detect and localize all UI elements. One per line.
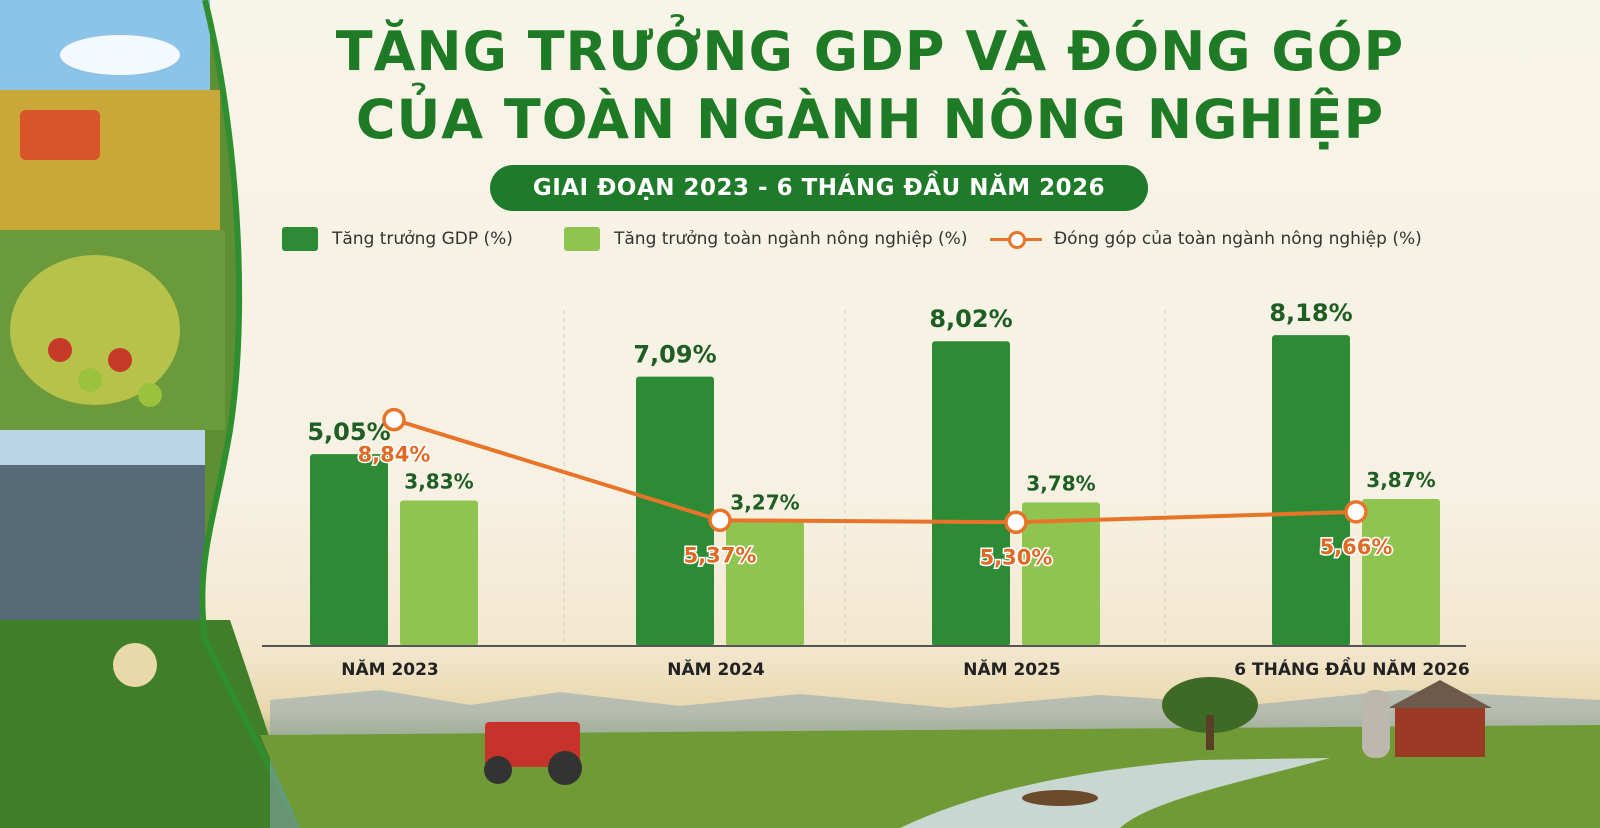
agri-bar xyxy=(1362,498,1440,646)
agri-bar-label: 3,78% xyxy=(1026,471,1095,495)
harvester-photo xyxy=(20,110,100,160)
agri-bar xyxy=(726,521,804,646)
legend-gdp-swatch xyxy=(282,227,318,251)
legend-gdp: Tăng trưởng GDP (%) xyxy=(282,225,513,253)
river xyxy=(900,758,1330,828)
contribution-point xyxy=(1344,500,1368,524)
agri-bar-label: 3,27% xyxy=(730,491,799,515)
gdp-bar-label: 8,18% xyxy=(1269,299,1352,327)
legend-contribution-label: Đóng góp của toàn ngành nông nghiệp (%) xyxy=(1054,229,1422,249)
gdp-bar xyxy=(1272,335,1350,646)
category-label: NĂM 2024 xyxy=(667,658,765,680)
contribution-point xyxy=(382,407,406,432)
farm-field xyxy=(260,725,1600,828)
boat xyxy=(1022,790,1098,806)
contribution-point xyxy=(1004,510,1028,535)
photo-border-curve xyxy=(199,0,303,828)
gdp-bar-label: 5,05% xyxy=(307,418,390,446)
contribution-line xyxy=(393,417,1357,525)
agri-bar-label: 3,83% xyxy=(404,469,473,493)
legend-contribution-marker xyxy=(990,227,1042,251)
contribution-point xyxy=(708,508,732,533)
silo xyxy=(1362,690,1390,758)
contribution-label: 8,84% xyxy=(358,443,431,467)
contribution-label: 5,66% xyxy=(1320,535,1393,559)
gdp-bar xyxy=(636,376,714,646)
legend-gdp-label: Tăng trưởng GDP (%) xyxy=(332,229,513,249)
legend-agri-swatch xyxy=(564,227,600,251)
tea-field-photo xyxy=(0,620,300,828)
gdp-bar xyxy=(932,341,1010,646)
legend-agri: Tăng trưởng toàn ngành nông nghiệp (%) xyxy=(564,225,967,253)
contribution-label: 5,30% xyxy=(980,545,1053,569)
title-line-2: CỦA TOÀN NGÀNH NÔNG NGHIỆP xyxy=(355,88,1385,151)
category-label: NĂM 2025 xyxy=(963,658,1061,680)
title-line-1: TĂNG TRƯỞNG GDP VÀ ĐÓNG GÓP xyxy=(335,20,1405,83)
gdp-bar-label: 7,09% xyxy=(633,341,716,369)
legend-contribution: Đóng góp của toàn ngành nông nghiệp (%) xyxy=(990,225,1422,253)
subtitle: GIAI ĐOẠN 2023 - 6 THÁNG ĐẦU NĂM 2026 xyxy=(490,165,1148,211)
barn xyxy=(1395,705,1485,757)
legend-agri-label: Tăng trưởng toàn ngành nông nghiệp (%) xyxy=(614,229,968,249)
tree xyxy=(1162,677,1258,733)
gdp-bar xyxy=(310,454,388,646)
agri-bar xyxy=(400,500,478,646)
agri-bar-label: 3,87% xyxy=(1366,468,1435,492)
gdp-bar-label: 8,02% xyxy=(929,305,1012,333)
category-label: 6 THÁNG ĐẦU NĂM 2026 xyxy=(1234,656,1470,680)
agri-bar xyxy=(1022,502,1100,646)
category-label: NĂM 2023 xyxy=(341,658,439,680)
contribution-label: 5,37% xyxy=(684,543,757,567)
